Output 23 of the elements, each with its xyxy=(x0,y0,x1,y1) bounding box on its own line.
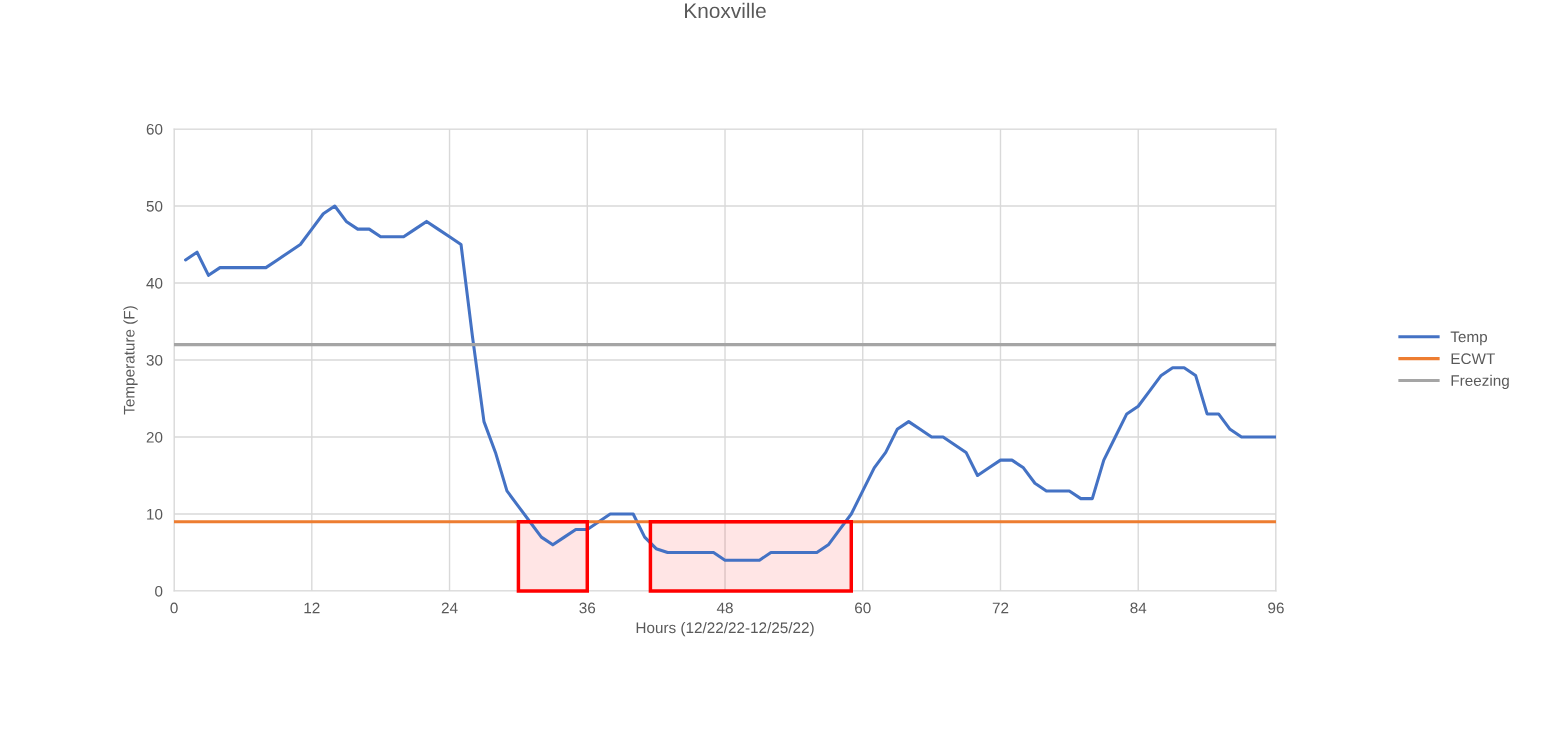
legend-label: ECWT xyxy=(1451,353,1495,365)
legend-label: Freezing xyxy=(1451,374,1509,390)
x-tick-label: 60 xyxy=(855,602,871,614)
legend-label: Temp xyxy=(1450,331,1488,346)
y-tick-label: 10 xyxy=(147,508,163,520)
x-tick-label: 0 xyxy=(170,602,178,614)
chart-title: Knoxville xyxy=(685,2,766,19)
x-tick-label: 72 xyxy=(992,602,1009,614)
x-tick-label: 24 xyxy=(441,602,458,614)
y-axis-title: Temperature (F) xyxy=(123,306,138,415)
y-tick-label: 50 xyxy=(146,200,163,212)
y-tick-label: 60 xyxy=(146,123,163,135)
x-tick-label: 12 xyxy=(304,602,320,614)
x-tick-label: 36 xyxy=(579,602,596,614)
y-tick-label: 20 xyxy=(146,431,163,443)
x-tick-label: 96 xyxy=(1268,602,1284,614)
x-tick-label: 84 xyxy=(1130,602,1147,614)
y-tick-label: 0 xyxy=(155,585,163,597)
y-tick-label: 40 xyxy=(146,277,163,289)
line-series xyxy=(184,204,1276,562)
y-tick-label: 30 xyxy=(146,354,163,366)
x-axis-title: Hours (12/22/22-12/25/22) xyxy=(636,621,814,637)
x-tick-label: 48 xyxy=(716,602,733,614)
